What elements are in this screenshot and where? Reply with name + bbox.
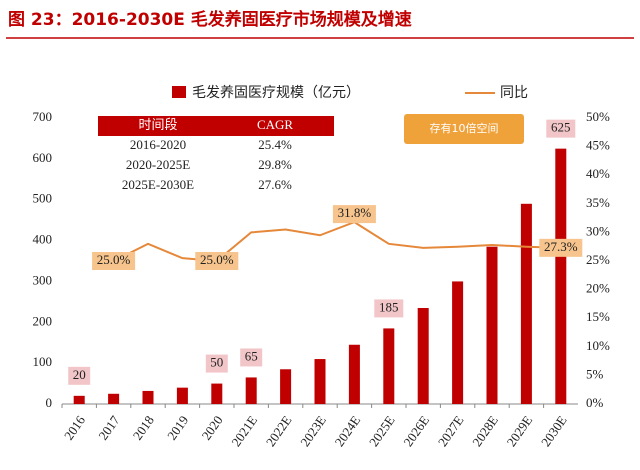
- table-header: 时间段: [138, 117, 177, 132]
- value-label: 185: [379, 299, 399, 314]
- value-label-bg: [68, 366, 91, 385]
- bar: [452, 281, 464, 404]
- table-cell: 29.8%: [258, 157, 292, 172]
- x-tick-label: 2027E: [435, 413, 467, 449]
- x-tick-label: 2021E: [228, 413, 260, 449]
- table-header: CAGR: [257, 117, 293, 132]
- y2-tick-label: 20%: [586, 281, 610, 296]
- x-tick-label: 2019: [164, 413, 191, 443]
- bar: [280, 369, 292, 404]
- y2-tick-label: 35%: [586, 195, 610, 210]
- bar: [142, 390, 154, 404]
- value-label: 31.8%: [338, 205, 372, 220]
- x-tick-label: 2018: [130, 413, 157, 443]
- bar: [245, 377, 257, 404]
- value-label: 27.3%: [544, 239, 578, 254]
- x-tick-label: 2022E: [263, 413, 295, 449]
- bar: [486, 246, 498, 404]
- x-tick-label: 2030E: [538, 413, 570, 449]
- value-label-bg: [539, 238, 583, 257]
- value-label: 50: [210, 355, 223, 370]
- bar: [211, 383, 223, 404]
- value-label-bg: [332, 205, 376, 224]
- legend-label: 毛发养固医疗规模（亿元）: [192, 85, 360, 101]
- value-label: 65: [245, 348, 258, 363]
- x-tick-label: 2028E: [469, 413, 501, 449]
- x-tick-label: 2020: [199, 413, 226, 443]
- table-cell: 27.6%: [258, 177, 292, 192]
- x-tick-label: 2026E: [400, 413, 432, 449]
- y-tick-label: 500: [33, 191, 53, 206]
- y-tick-label: 100: [33, 354, 53, 369]
- x-tick-label: 2023E: [297, 413, 329, 449]
- y-tick-label: 200: [33, 313, 53, 328]
- bar: [555, 148, 567, 404]
- bar: [73, 395, 85, 404]
- bar: [520, 203, 532, 404]
- legend-swatch: [172, 86, 186, 98]
- y-tick-label: 400: [33, 232, 53, 247]
- table-cell: 2025E-2030E: [122, 177, 194, 192]
- y2-tick-label: 25%: [586, 252, 610, 267]
- y-tick-label: 600: [33, 150, 53, 165]
- y2-tick-label: 50%: [586, 109, 610, 124]
- line: [113, 220, 561, 263]
- x-tick-label: 2029E: [504, 413, 536, 449]
- value-label-bg: [205, 354, 228, 373]
- value-label-bg: [374, 299, 404, 318]
- table-cell: 25.4%: [258, 137, 292, 152]
- x-tick-label: 2016: [61, 412, 88, 442]
- y2-tick-label: 10%: [586, 338, 610, 353]
- y2-tick-label: 30%: [586, 223, 610, 238]
- table-cell: 2020-2025E: [126, 157, 190, 172]
- bar: [417, 307, 429, 404]
- table-cell: 2016-2020: [130, 137, 186, 152]
- value-label-bg: [240, 348, 263, 367]
- value-label: 25.0%: [97, 252, 131, 267]
- x-tick-label: 2024E: [332, 413, 364, 449]
- value-label-bg: [92, 252, 136, 270]
- y2-tick-label: 0%: [586, 395, 604, 410]
- x-tick-label: 2025E: [366, 413, 398, 449]
- value-label-bg: [546, 119, 576, 138]
- y-tick-label: 300: [33, 272, 53, 287]
- value-label: 20: [73, 367, 86, 382]
- bar: [314, 359, 326, 404]
- chart-title: 图 23：2016-2030E 毛发养固医疗市场规模及增速: [8, 9, 412, 30]
- y-tick-label: 700: [33, 109, 53, 124]
- bar: [176, 387, 188, 404]
- bar: [383, 328, 395, 404]
- bar: [108, 393, 120, 404]
- x-tick-label: 2017: [95, 412, 122, 442]
- y2-tick-label: 15%: [586, 309, 610, 324]
- annotation-box: [404, 114, 524, 144]
- y2-tick-label: 5%: [586, 366, 604, 381]
- bar: [348, 344, 360, 404]
- y2-tick-label: 45%: [586, 138, 610, 153]
- legend-label: 同比: [500, 85, 528, 101]
- value-label-bg: [195, 252, 239, 270]
- table-header-bg: [98, 116, 334, 136]
- y2-tick-label: 40%: [586, 166, 610, 181]
- y-tick-label: 0: [46, 395, 53, 410]
- value-label: 625: [551, 120, 571, 135]
- annotation: 存有10倍空间: [430, 121, 499, 135]
- value-label: 25.0%: [200, 252, 234, 267]
